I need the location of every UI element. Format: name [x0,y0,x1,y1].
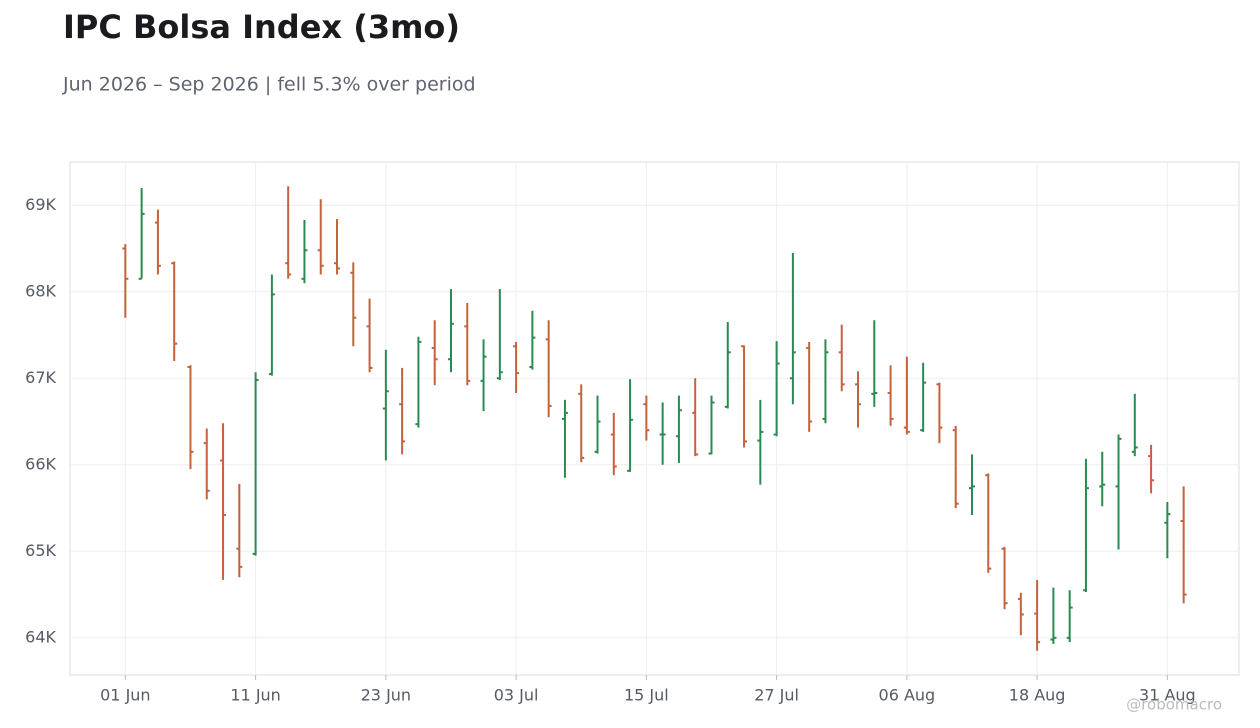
x-tick-label: 01 Jun [100,686,150,705]
y-tick-label: 65K [25,541,56,560]
x-tick-label: 23 Jun [361,686,411,705]
x-tick-label: 11 Jun [230,686,280,705]
y-tick-label: 69K [25,195,56,214]
chart-title: IPC Bolsa Index (3mo) [63,8,460,46]
x-tick-label: 27 Jul [754,686,799,705]
y-tick-label: 68K [25,281,56,300]
plot-frame [69,161,1240,676]
x-tick-label: 06 Aug [879,686,936,705]
y-tick-label: 64K [25,627,56,646]
x-tick-label: 15 Jul [624,686,669,705]
chart-subtitle: Jun 2026 – Sep 2026 | fell 5.3% over per… [62,74,476,96]
x-tick-label: 18 Aug [1009,686,1066,705]
watermark: @robomacro [1126,696,1222,714]
y-tick-label: 66K [25,454,56,473]
x-tick-label: 03 Jul [494,686,539,705]
x-tick-label: 31 Aug [1139,686,1196,705]
y-tick-label: 67K [25,368,56,387]
